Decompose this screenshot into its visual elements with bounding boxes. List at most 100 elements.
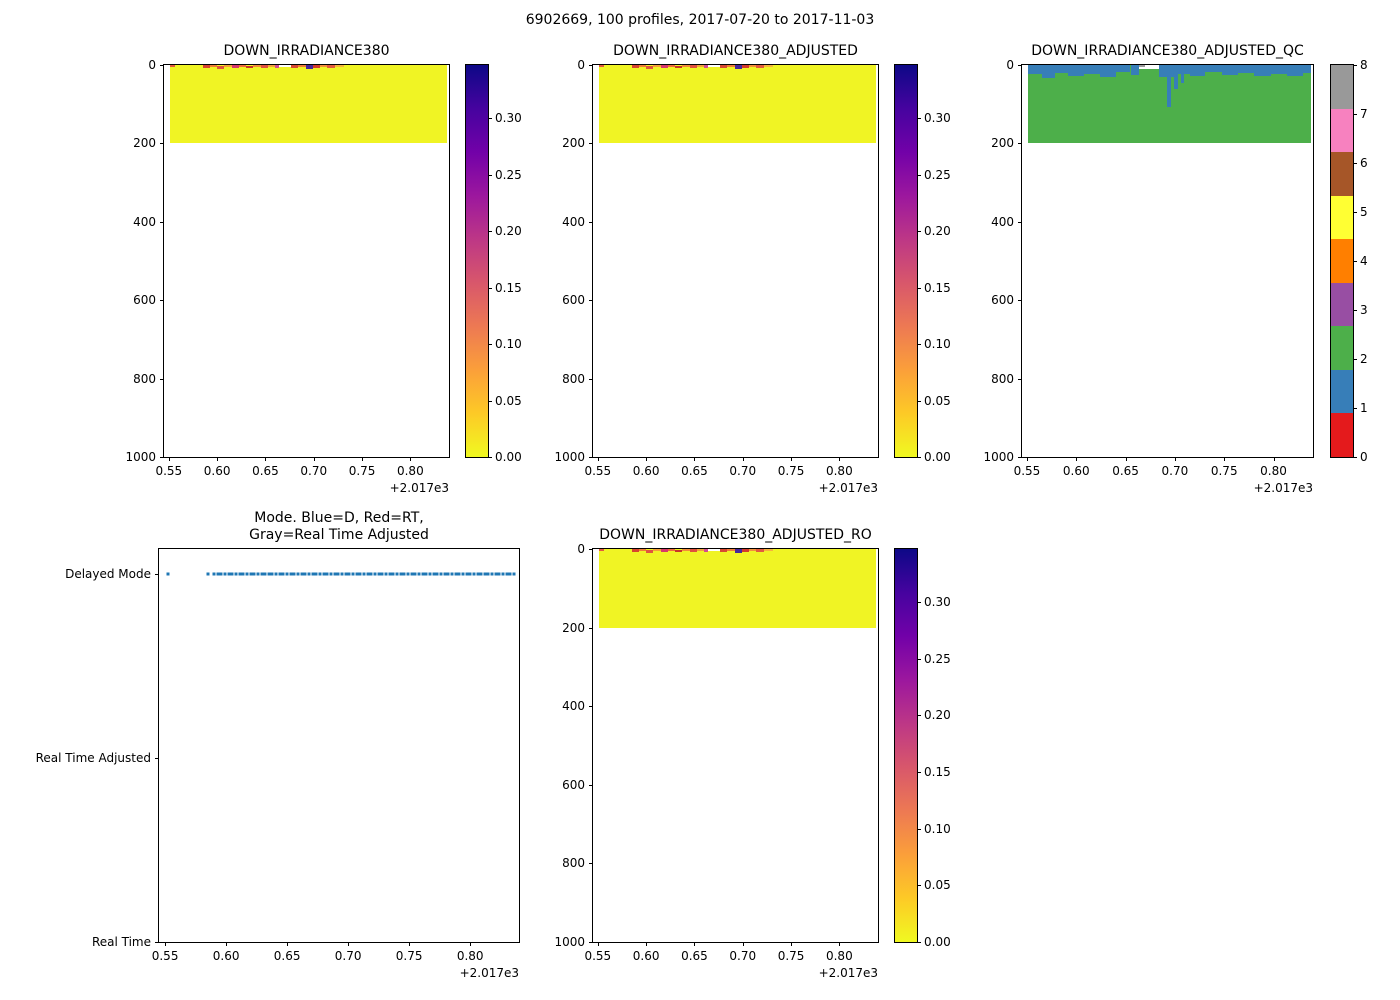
heatmap-cell [660, 65, 668, 69]
x-tick-label: 0.65 [252, 464, 279, 478]
heatmap-cell [763, 65, 773, 67]
y-tick-label: 200 [562, 620, 585, 635]
colorbar-tick-mark [1353, 310, 1357, 311]
scatter-point [206, 572, 210, 576]
y-tick-mark [1018, 65, 1022, 66]
scatter-point [358, 572, 362, 576]
heatmap-cell [203, 65, 210, 69]
colorbar-tick-mark [488, 174, 492, 176]
x-tick-mark [410, 457, 412, 461]
y-tick-mark [160, 378, 164, 380]
x-tick-mark [470, 942, 472, 946]
heatmap-cell [734, 549, 742, 553]
y-tick-mark [1018, 143, 1022, 145]
subplot-down-irradiance380-adjusted-ro: DOWN_IRRADIANCE380_ADJUSTED_RO 0.55 0.60 0.… [554, 527, 879, 980]
y-tick-label: 0 [1006, 58, 1014, 72]
y-tick-mark [160, 143, 164, 145]
colorbar-tick-mark [917, 772, 921, 774]
x-tick-mark [168, 457, 170, 461]
x-tick-label: 0.55 [151, 949, 179, 963]
x-tick-label: 0.70 [729, 949, 757, 963]
scatter-point [406, 572, 410, 576]
x-tick-mark [791, 457, 793, 461]
scatter-point [373, 572, 377, 576]
plot-area [593, 549, 878, 942]
plot-area [159, 549, 519, 942]
y-tick-mark [589, 549, 593, 550]
x-tick-mark [1174, 457, 1176, 461]
scatter-point [468, 572, 472, 576]
x-tick-mark [597, 942, 599, 946]
colorbar-tick-label: 2 [1360, 352, 1368, 366]
x-tick-label: 0.65 [681, 464, 708, 478]
scatter-point [307, 572, 311, 576]
colorbar-tick-label: 0.00 [495, 450, 522, 464]
heatmap-cell [660, 549, 668, 553]
x-tick-label: 0.75 [348, 464, 376, 478]
x-tick-label: 0.65 [681, 949, 708, 963]
heatmap-cell [1173, 65, 1179, 90]
colorbar-tick-mark [488, 344, 492, 346]
colorbar-tick-label: 0.05 [495, 393, 522, 408]
scatter-point [476, 572, 479, 576]
x-tick-label: 0.75 [395, 949, 423, 963]
y-tick-label: 1000 [554, 935, 585, 949]
chart-title-line: Mode. Blue=D, Red=RT, [254, 510, 424, 527]
heatmap-cell [675, 549, 683, 553]
scatter-point [465, 572, 469, 576]
colorbar-segment [1331, 65, 1353, 109]
scatter-point [424, 572, 428, 576]
scatter-point [238, 572, 242, 576]
x-tick-mark [1224, 457, 1226, 461]
scatter-point [234, 572, 238, 576]
colorbar-tick-mark [917, 942, 921, 943]
x-axis-offset-label: +2.017e3 [1253, 481, 1313, 495]
colorbar-tick-label: 8 [1360, 58, 1368, 72]
y-tick-mark [589, 378, 593, 380]
x-tick-mark [226, 942, 228, 946]
scatter-point [461, 572, 465, 576]
heatmap-cell [632, 549, 639, 553]
y-tick-mark [589, 627, 593, 629]
colorbar-tick-label: 4 [1360, 254, 1368, 268]
x-tick-mark [409, 942, 411, 946]
scatter-point [314, 572, 318, 576]
scatter-point [395, 572, 399, 576]
scatter-point [479, 572, 483, 576]
heatmap-cell [260, 65, 268, 69]
x-tick-label: 0.80 [396, 464, 424, 478]
x-tick-mark [839, 457, 841, 461]
heatmap-cell [209, 65, 218, 68]
colorbar-tick-mark [917, 118, 921, 120]
scatter-point [270, 572, 274, 576]
heatmap-cell [305, 65, 313, 69]
subplot-mode: Mode. Blue=D, Red=RT, Gray=Real Time Adju… [36, 510, 520, 980]
y-tick-label: 0 [148, 58, 156, 72]
x-tick-label: 0.80 [825, 464, 853, 478]
y-tick-label: 400 [991, 214, 1014, 229]
heatmap-cell [763, 549, 773, 551]
heatmap-cell [689, 65, 697, 69]
scatter-point [494, 572, 498, 576]
heatmap-cell [741, 549, 749, 553]
y-tick-label: 600 [562, 777, 585, 792]
scatter-point [303, 572, 307, 576]
colorbar-tick-mark [917, 457, 921, 458]
x-tick-mark [839, 942, 841, 946]
scatter-point [446, 572, 450, 576]
colorbar-tick-mark [1353, 261, 1357, 262]
y-tick-label: 400 [133, 214, 156, 229]
heatmap-cell [704, 65, 708, 68]
x-tick-mark [1273, 457, 1275, 461]
heatmap-cell [327, 65, 335, 68]
y-tick-label: 1000 [125, 450, 156, 464]
x-tick-label: 0.55 [155, 464, 183, 478]
heatmap-cell [312, 65, 320, 69]
y-tick-mark [160, 221, 164, 223]
heatmap-cell [320, 65, 328, 68]
scatter-point [285, 572, 289, 576]
x-tick-label: 0.75 [1210, 464, 1238, 478]
scatter-point [501, 572, 505, 576]
colorbar-tick-label: 6 [1360, 156, 1368, 170]
x-tick-mark [165, 942, 167, 946]
